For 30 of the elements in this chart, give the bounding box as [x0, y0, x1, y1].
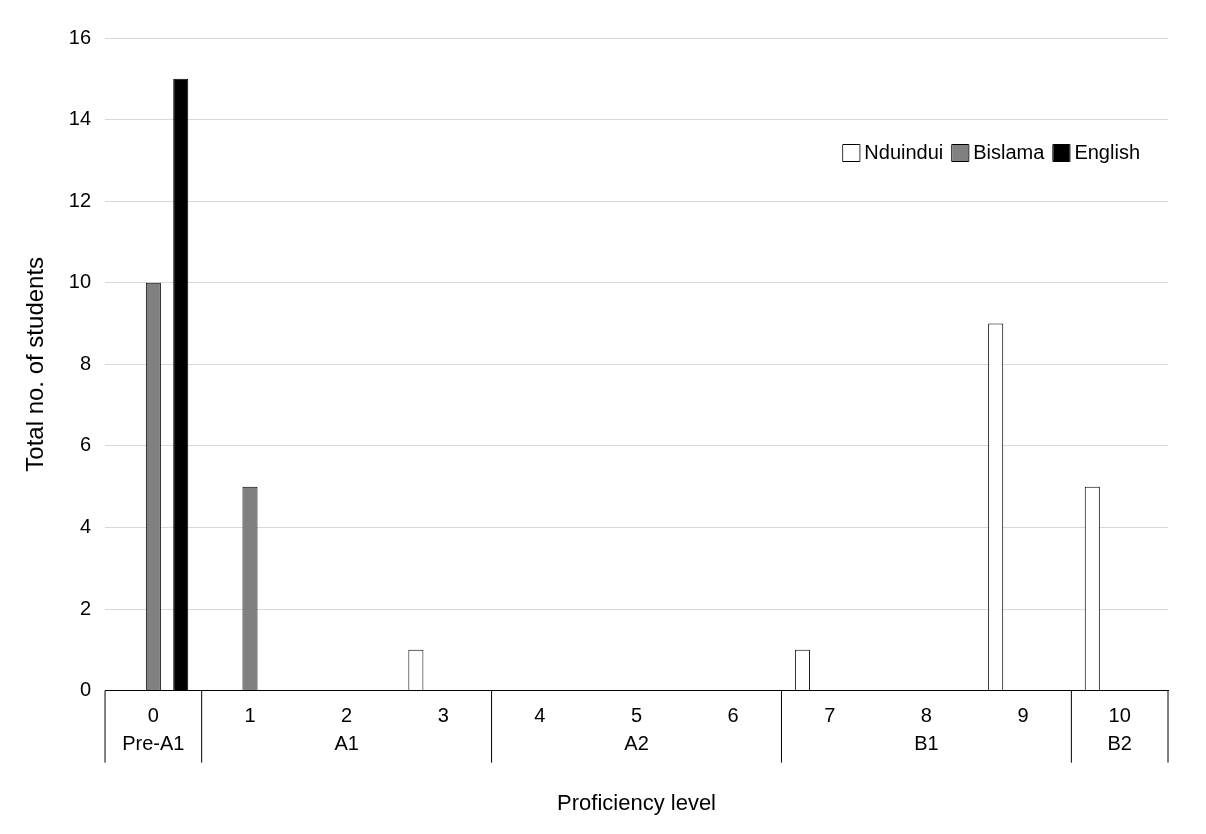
y-tick-label: 16 [68, 25, 92, 48]
x-tick-label: 7 [824, 704, 836, 727]
text: A1 [334, 732, 359, 755]
legend-label: Bislama [973, 140, 1046, 163]
x-tick-label: 3 [437, 704, 449, 727]
text: B2 [1107, 732, 1132, 755]
y-tick-label: 2 [79, 596, 92, 619]
x-tick-label: 4 [534, 704, 546, 727]
y-tick-label: 4 [79, 514, 92, 537]
text: B1 [914, 732, 939, 755]
y-tick-label: 10 [68, 270, 92, 293]
x-tick-label: 9 [1017, 704, 1029, 727]
legend-label: English [1074, 140, 1141, 163]
y-tick-label: 0 [79, 678, 92, 701]
y-axis-title: Total no. of students [21, 256, 49, 472]
x-tick-label: 0 [147, 704, 159, 727]
x-tick-label: 6 [727, 704, 739, 727]
text: Pre-A1 [122, 732, 185, 755]
x-tick-label: 5 [630, 704, 643, 727]
y-tick-label: 6 [79, 433, 92, 456]
x-tick-label: 10 [1108, 704, 1131, 727]
y-tick-label: 8 [79, 351, 92, 374]
y-tick-label: 14 [68, 107, 92, 130]
x-tick-label: 1 [244, 704, 256, 727]
x-axis-title: Proficiency level [557, 789, 716, 815]
legend-label: Nduindui [864, 140, 944, 163]
y-tick-label: 12 [68, 188, 92, 211]
x-tick-label: 2 [341, 704, 353, 727]
x-tick-label: 8 [920, 704, 932, 727]
text: A2 [624, 732, 649, 755]
